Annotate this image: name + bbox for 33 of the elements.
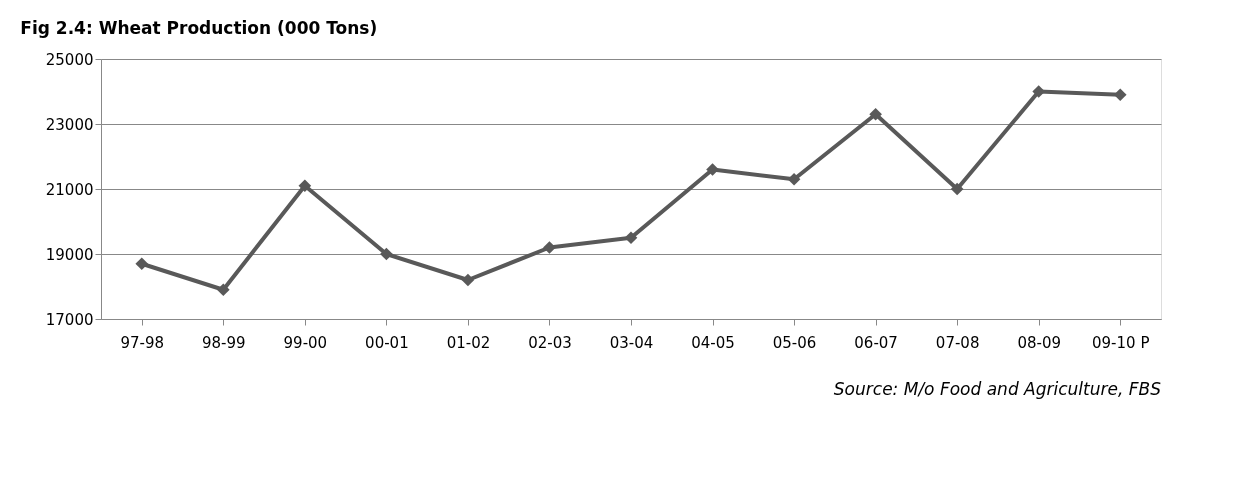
point [380, 247, 393, 261]
x-tick-label: 05-06 [772, 333, 817, 352]
chart-title: Fig 2.4: Wheat Production (000 Tons) [20, 18, 378, 38]
point [869, 107, 882, 121]
x-tick-label: 01-02 [446, 333, 491, 352]
x-tick-label: 99-00 [283, 333, 328, 352]
point [298, 179, 312, 193]
point [543, 241, 556, 254]
x-tick-label: 08-09 [1017, 333, 1061, 352]
x-tick-label: 02-03 [528, 333, 572, 352]
x-tick-label: 07-08 [935, 333, 980, 352]
point [624, 231, 638, 245]
y-tick-label: 23000 [45, 115, 94, 134]
point [461, 273, 475, 287]
y-tick-label: 21000 [45, 180, 94, 199]
point [787, 172, 801, 186]
x-tick-label: 98-99 [202, 333, 246, 352]
y-tick-label: 25000 [45, 50, 94, 69]
x-tick-label: 09-10 P [1092, 333, 1150, 352]
point [1032, 85, 1046, 98]
point [135, 257, 149, 271]
y-tick-label: 19000 [45, 245, 94, 264]
point [706, 163, 719, 176]
point [1113, 88, 1127, 102]
x-tick-label: 04-05 [691, 333, 735, 352]
point [950, 182, 964, 196]
source-note: Source: M/o Food and Agriculture, FBS [833, 379, 1162, 399]
x-tick-label: 03-04 [609, 333, 654, 352]
point [216, 283, 230, 297]
x-tick-label: 06-07 [854, 333, 898, 352]
y-tick-label: 17000 [45, 310, 94, 329]
x-tick-label: 00-01 [365, 333, 409, 352]
x-tick-label: 97-98 [120, 333, 165, 352]
